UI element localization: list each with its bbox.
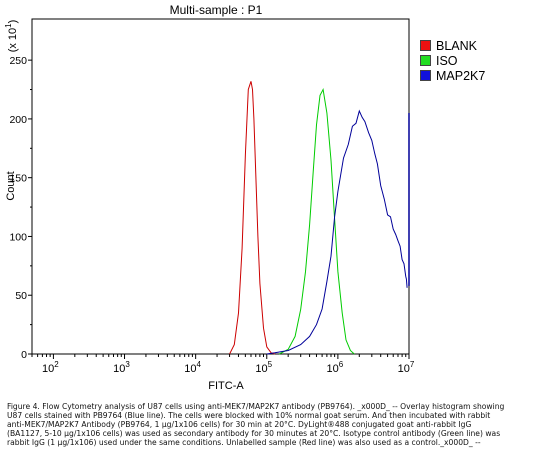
legend-swatch-blank [420, 40, 431, 51]
legend-label-iso: ISO [436, 54, 458, 68]
y-tick-label: 50 [15, 290, 27, 302]
y-tick-label: 100 [9, 231, 27, 243]
legend-label-map2k7: MAP2K7 [436, 69, 486, 83]
series-line-map2k7 [266, 109, 408, 355]
histogram-chart: Multi-sample : P1 0 50 100 150 200 250 102 103… [4, 3, 415, 392]
y-axis: 0 50 100 150 200 250 [9, 55, 32, 361]
y-tick-label: 200 [9, 114, 27, 126]
chart-title: Multi-sample : P1 [170, 3, 263, 17]
x-tick-label: 103 [113, 360, 130, 375]
y-multiplier-exponent: 1 [4, 23, 13, 28]
legend-label-blank: BLANK [436, 39, 477, 53]
figure-caption: Figure 4. Flow Cytometry analysis of U87… [7, 402, 505, 448]
x-axis-label: FITC-A [208, 380, 244, 392]
y-multiplier-text: (x 10 [7, 28, 19, 52]
legend-swatch-iso [420, 55, 431, 66]
plot-frame [31, 18, 410, 355]
y-axis-label: Count [5, 171, 17, 200]
y-tick-label: 150 [9, 173, 27, 185]
series-group [229, 81, 410, 355]
y-tick-label: 0 [21, 349, 27, 361]
series-line-iso [279, 87, 355, 355]
x-tick-label: 106 [327, 360, 344, 375]
y-multiplier-label: (x 101) [4, 20, 19, 53]
y-multiplier-close: ) [7, 20, 19, 24]
x-tick-label: 105 [255, 360, 272, 375]
x-tick-label: 102 [42, 360, 59, 375]
x-axis: 102 103 104 105 106 107 [31, 354, 415, 375]
x-tick-label: 107 [398, 360, 415, 375]
series-line-blank [229, 81, 276, 355]
x-tick-label: 104 [184, 360, 201, 375]
y-tick-label: 250 [9, 55, 27, 67]
legend-swatch-map2k7 [420, 70, 431, 81]
